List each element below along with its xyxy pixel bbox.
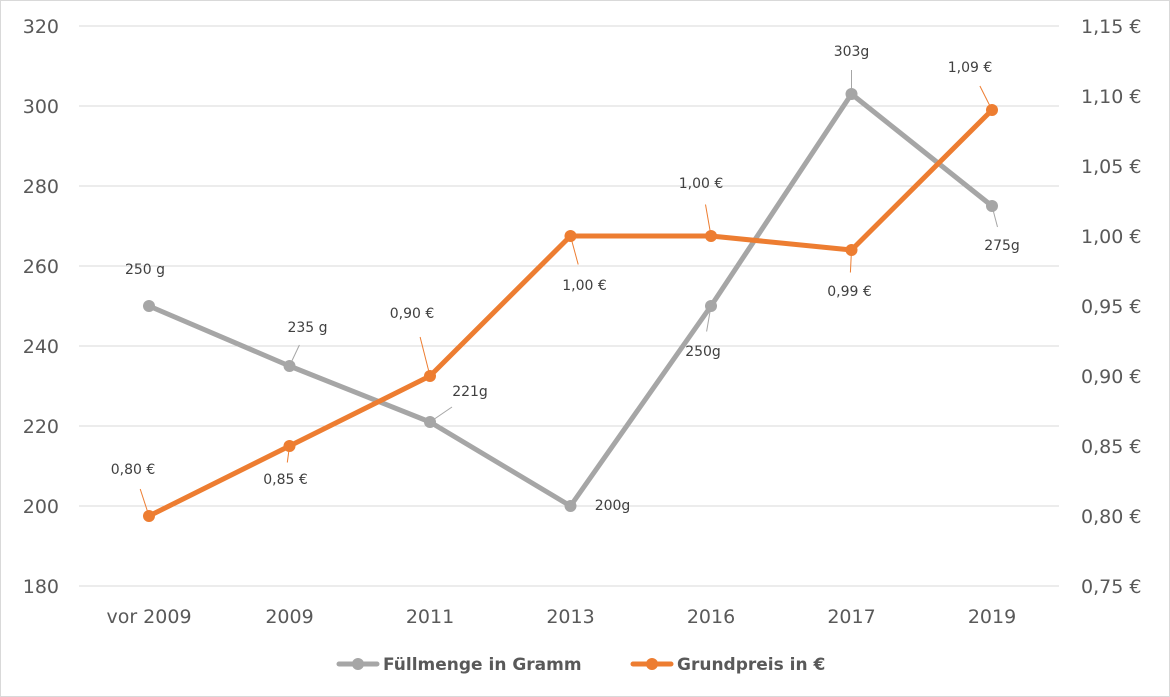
right-tick-label: 0,80 € — [1081, 506, 1141, 528]
leader-line — [139, 488, 150, 517]
x-axis-ticks: vor 2009 2009 2011 2013 2016 2017 2019 — [106, 606, 1016, 628]
series — [143, 88, 998, 522]
leader-line — [289, 344, 300, 367]
data-label: 221g — [452, 384, 488, 400]
left-axis-ticks: 180 200 220 240 260 280 300 320 — [23, 16, 59, 598]
x-tick-label: 2017 — [827, 606, 875, 628]
data-label: 250g — [685, 344, 721, 360]
x-tick-label: 2016 — [687, 606, 735, 628]
right-tick-label: 1,10 € — [1081, 86, 1141, 108]
data-label: 275g — [984, 238, 1020, 254]
left-tick-label: 320 — [23, 16, 59, 38]
x-tick-label: 2019 — [968, 606, 1016, 628]
data-label: 250 g — [125, 262, 165, 278]
right-tick-label: 1,00 € — [1081, 226, 1141, 248]
data-label: 235 g — [287, 320, 327, 336]
leader-line — [419, 336, 431, 377]
legend-marker — [646, 658, 658, 670]
left-tick-label: 280 — [23, 176, 59, 198]
left-tick-label: 220 — [23, 416, 59, 438]
legend-marker — [352, 658, 364, 670]
data-labels: 250 g 235 g 221g 200g 250g 303g 275g 0,80 € 0,85… — [111, 44, 1020, 517]
right-tick-label: 0,95 € — [1081, 296, 1141, 318]
x-tick-label: 2013 — [546, 606, 594, 628]
data-label: 1,00 € — [679, 176, 724, 192]
x-tick-label: vor 2009 — [106, 606, 191, 628]
legend[interactable]: Füllmenge in Gramm Grundpreis in € — [336, 655, 825, 675]
leader-line — [849, 249, 852, 273]
data-label: 1,00 € — [562, 278, 607, 294]
leader-line — [979, 85, 993, 111]
series-1 — [143, 104, 998, 522]
right-tick-label: 1,15 € — [1081, 16, 1141, 38]
legend-item[interactable]: Füllmenge in Gramm — [336, 655, 582, 675]
right-tick-label: 1,05 € — [1081, 156, 1141, 178]
x-tick-label: 2011 — [406, 606, 454, 628]
leader-line — [991, 205, 998, 228]
series-0 — [143, 88, 998, 512]
left-tick-label: 200 — [23, 496, 59, 518]
legend-label: Grundpreis in € — [677, 655, 825, 675]
leader-line — [570, 235, 579, 265]
right-axis-ticks: 0,75 € 0,80 € 0,85 € 0,90 € 0,95 € 1,00 € 1,05… — [1081, 16, 1141, 598]
leader-line — [429, 406, 453, 423]
series-line — [146, 107, 995, 519]
leader-line — [706, 305, 712, 332]
data-label: 0,85 € — [263, 472, 308, 488]
data-label: 303g — [834, 44, 870, 60]
right-tick-label: 0,75 € — [1081, 576, 1141, 598]
right-tick-label: 0,85 € — [1081, 436, 1141, 458]
left-tick-label: 300 — [23, 96, 59, 118]
data-label: 0,99 € — [827, 284, 872, 300]
data-label: 0,90 € — [390, 306, 435, 322]
data-label: 200g — [595, 498, 631, 514]
data-label: 1,09 € — [948, 60, 993, 76]
data-label: 0,80 € — [111, 462, 156, 478]
data-point[interactable] — [143, 300, 155, 312]
left-tick-label: 260 — [23, 256, 59, 278]
left-tick-label: 180 — [23, 576, 59, 598]
legend-label: Füllmenge in Gramm — [383, 655, 582, 675]
legend-item[interactable]: Grundpreis in € — [630, 655, 825, 675]
leader-line — [286, 445, 290, 463]
left-tick-label: 240 — [23, 336, 59, 358]
x-tick-label: 2009 — [265, 606, 313, 628]
right-tick-label: 0,90 € — [1081, 366, 1141, 388]
series-line — [146, 91, 995, 509]
data-point[interactable] — [564, 500, 577, 512]
leader-line — [705, 204, 712, 237]
